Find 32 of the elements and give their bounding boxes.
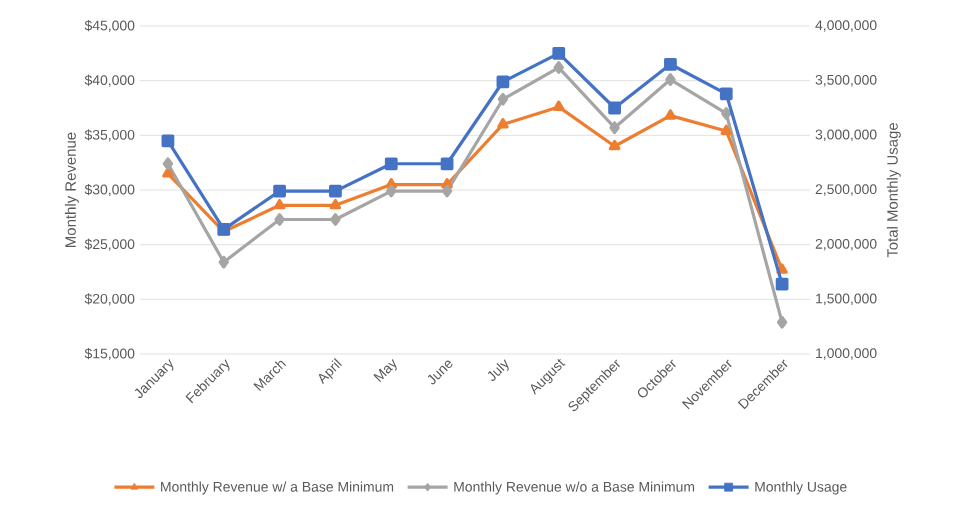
point: [330, 213, 341, 226]
point: [775, 277, 789, 291]
point: [162, 157, 174, 171]
point: [553, 61, 564, 74]
point: [553, 100, 565, 111]
point: [496, 75, 510, 89]
point: [497, 118, 509, 129]
point: [664, 109, 677, 120]
point: [273, 198, 286, 210]
point: [552, 46, 566, 60]
point: [776, 315, 788, 329]
point: [721, 107, 732, 120]
point: [719, 87, 733, 101]
point: [608, 101, 621, 115]
point: [497, 92, 509, 106]
point: [440, 157, 454, 171]
point: [386, 184, 397, 198]
point: [608, 139, 621, 151]
point: [162, 167, 174, 178]
point: [218, 255, 229, 269]
point: [161, 134, 175, 148]
point: [720, 124, 732, 135]
point: [665, 73, 676, 86]
point: [329, 198, 342, 210]
point: [384, 157, 398, 171]
point: [441, 184, 453, 198]
point: [609, 121, 620, 135]
point: [273, 184, 286, 198]
point: [329, 184, 342, 198]
point: [274, 213, 285, 226]
point: [664, 57, 677, 71]
point: [776, 263, 788, 274]
